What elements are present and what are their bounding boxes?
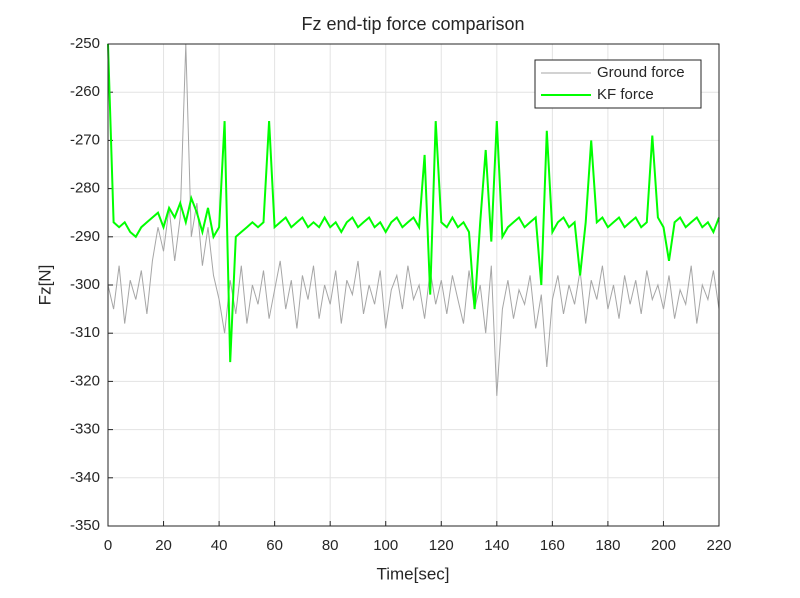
chart-title: Fz end-tip force comparison [301,14,524,34]
y-tick-label: -260 [70,83,100,100]
x-tick-label: 100 [373,537,398,554]
data-line [107,43,720,363]
axes-box [107,43,720,527]
y-tick-label: -290 [70,228,100,245]
x-tick-label: 40 [211,537,228,554]
legend: Ground force KF force [534,59,702,109]
y-tick-label: -320 [70,372,100,389]
y-tick-label: -350 [70,517,100,534]
y-tick-label: -280 [70,180,100,197]
y-axis-label: Fz[N] [35,265,54,306]
y-tick-label: -250 [70,35,100,52]
x-tick-label: 180 [595,537,620,554]
y-tick-label: -300 [70,276,100,293]
y-tick-label: -340 [70,469,100,486]
x-tick-label: 140 [484,537,509,554]
y-tick-label: -310 [70,324,100,341]
x-tick-label: 160 [540,537,565,554]
x-tick-label: 200 [651,537,676,554]
legend-label: KF force [597,86,654,103]
y-tick-label: -330 [70,421,100,438]
x-tick-label: 60 [266,537,283,554]
x-tick-label: 120 [429,537,454,554]
x-tick-label: 20 [155,537,172,554]
legend-box [534,59,702,109]
legend-label: Ground force [597,64,685,81]
plot-area [107,43,720,396]
x-tick-label: 220 [706,537,731,554]
x-tick-label: 80 [322,537,339,554]
grid: -350 -340 -330 -320 -310 -300 -290 -280 -270 -260… [70,35,732,554]
x-axis-label: Time[sec] [376,564,449,583]
data-line [107,43,720,396]
x-tick-label: 0 [104,537,112,554]
y-tick-label: -270 [70,131,100,148]
